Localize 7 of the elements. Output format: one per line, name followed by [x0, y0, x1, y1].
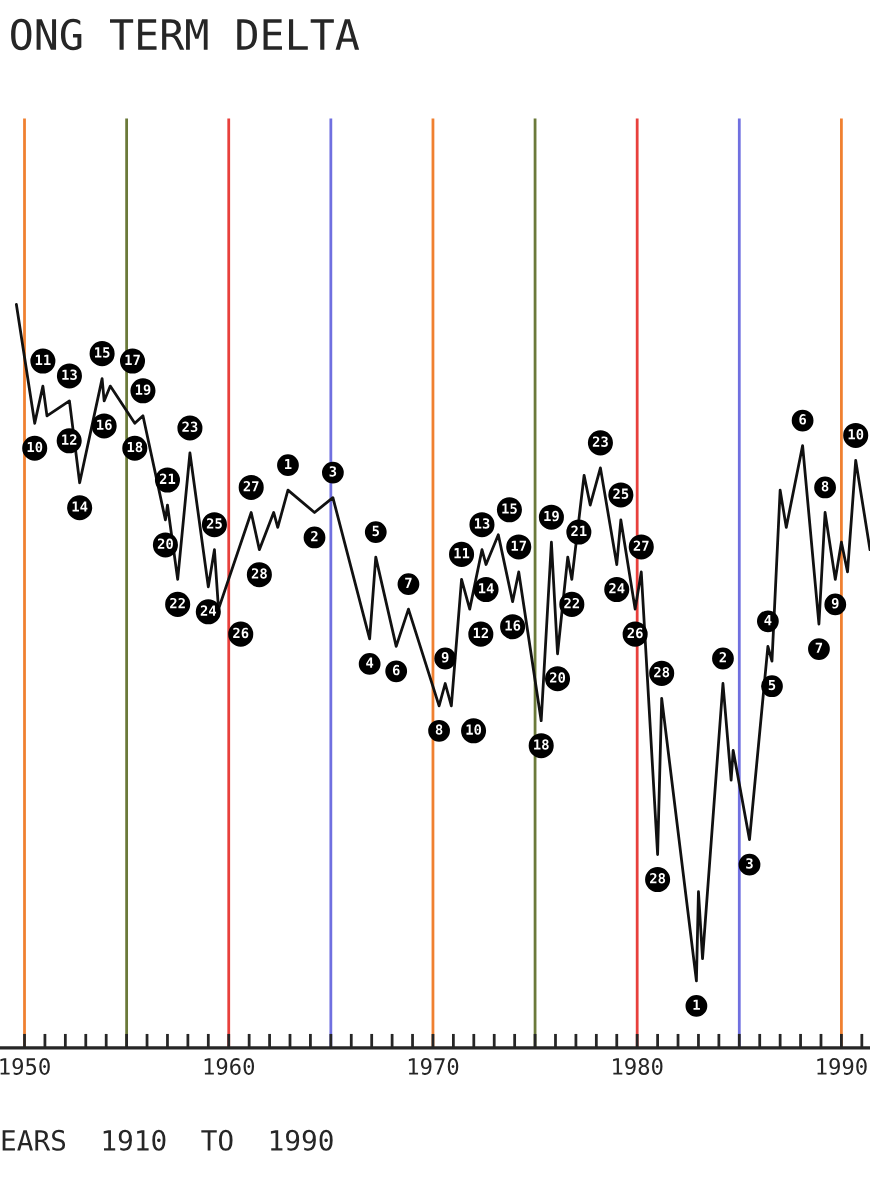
x-tick-label: 1950 — [0, 1058, 50, 1075]
x-tick-label: 1980 — [613, 1058, 663, 1075]
x-tick-label: 1970 — [408, 1058, 459, 1075]
x-axis-title: EARS 1910 TO 1990 — [2, 1129, 333, 1151]
chart-title: ONG TERM DELTA — [11, 18, 360, 51]
x-tick-label: 1990 — [817, 1058, 867, 1075]
x-tick-label: 1960 — [204, 1058, 255, 1075]
